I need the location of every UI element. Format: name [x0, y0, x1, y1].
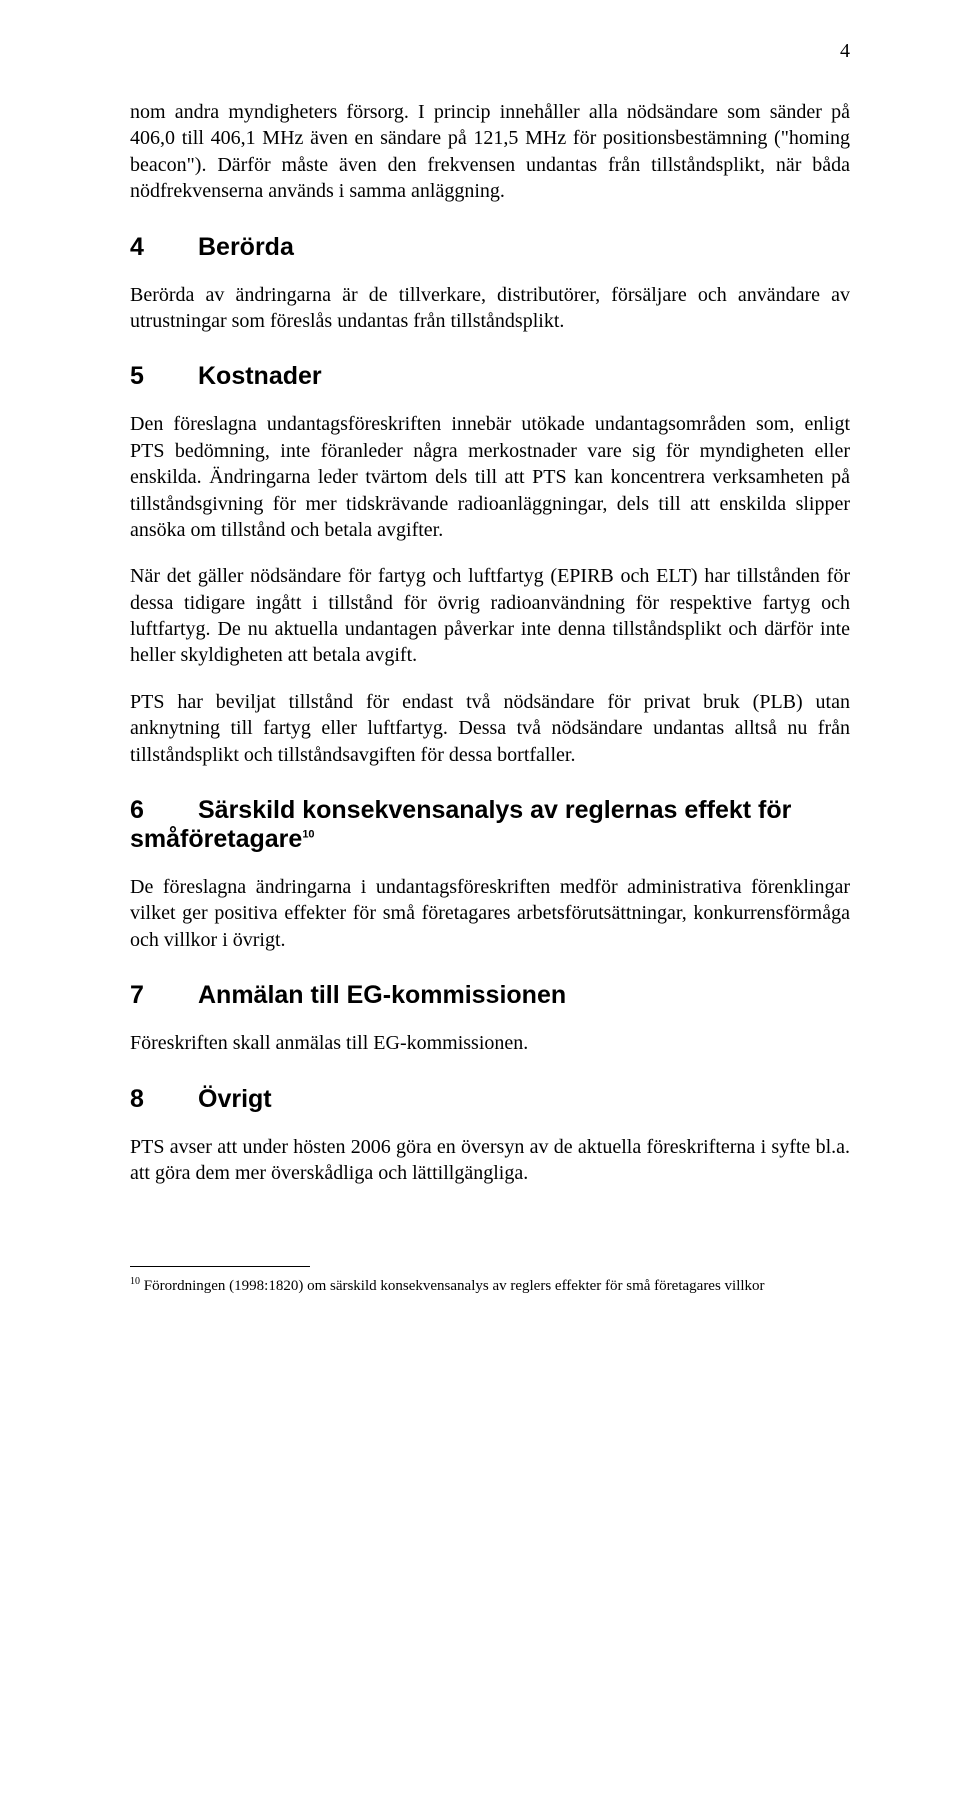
footnote-10: 10 Förordningen (1998:1820) om särskild …: [130, 1275, 850, 1297]
section-6-number: 6: [130, 796, 198, 825]
section-4-title: Berörda: [198, 233, 294, 261]
section-7-number: 7: [130, 981, 198, 1010]
section-8-heading: 8Övrigt: [130, 1085, 850, 1114]
section-5-p1: Den föreslagna undantagsföreskriften inn…: [130, 411, 850, 543]
section-8-number: 8: [130, 1085, 198, 1114]
section-6-title: Särskild konsekvensanalys av reglernas e…: [130, 796, 791, 853]
section-4-p1: Berörda av ändringarna är de tillverkare…: [130, 282, 850, 335]
section-8-title: Övrigt: [198, 1085, 272, 1113]
section-5-number: 5: [130, 362, 198, 391]
section-7-p1: Föreskriften skall anmälas till EG-kommi…: [130, 1030, 850, 1056]
section-6-footnote-ref: 10: [302, 829, 314, 841]
section-5-p2: När det gäller nödsändare för fartyg och…: [130, 563, 850, 669]
section-7-heading: 7Anmälan till EG-kommissionen: [130, 981, 850, 1010]
footnote-10-text: Förordningen (1998:1820) om särskild kon…: [140, 1278, 765, 1294]
section-6-p1: De föreslagna ändringarna i undantagsför…: [130, 874, 850, 953]
section-4-heading: 4Berörda: [130, 233, 850, 262]
section-4-number: 4: [130, 233, 198, 262]
footnote-10-number: 10: [130, 1276, 140, 1287]
section-5-heading: 5Kostnader: [130, 362, 850, 391]
section-7-title: Anmälan till EG-kommissionen: [198, 981, 566, 1009]
section-6-heading: 6Särskild konsekvensanalys av reglernas …: [130, 796, 850, 854]
document-page: 4 nom andra myndigheters försorg. I prin…: [0, 0, 960, 1357]
section-8-p1: PTS avser att under hösten 2006 göra en …: [130, 1134, 850, 1187]
footnote-separator: [130, 1266, 310, 1267]
section-5-p3: PTS har beviljat tillstånd för endast tv…: [130, 689, 850, 768]
section-5-title: Kostnader: [198, 362, 322, 390]
intro-paragraph: nom andra myndigheters försorg. I princi…: [130, 99, 850, 205]
page-number: 4: [130, 40, 850, 63]
